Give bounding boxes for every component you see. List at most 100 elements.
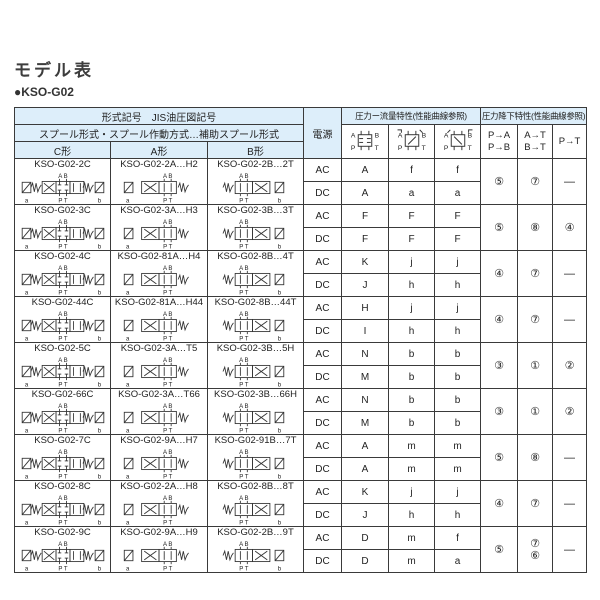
svg-text:B: B bbox=[467, 132, 472, 139]
model-cell-a: KSO-G02-81A…H44 A B P T a bbox=[110, 296, 208, 343]
model-cell-a: KSO-G02-2A…H2 A B P T a bbox=[110, 158, 208, 205]
svg-text:b: b bbox=[97, 198, 101, 204]
model-cell-b: KSO-G02-8B…4T A B P T b bbox=[207, 250, 304, 297]
flow-curve-dc-2: a bbox=[388, 181, 435, 205]
drop-curve-pa-pb: ④ bbox=[480, 480, 519, 527]
valve-symbol-a-icon: A B P T a bbox=[112, 263, 207, 296]
model-number-c: KSO-G02-2C bbox=[34, 159, 91, 171]
valve-symbol-b-icon: A B P T b bbox=[209, 217, 303, 250]
model-number-b: KSO-G02-91B…7T bbox=[214, 435, 297, 447]
flow-curve-ac-3: b bbox=[433, 388, 482, 412]
model-cell-a: KSO-G02-3A…T5 A B P T a bbox=[110, 342, 208, 389]
header-drop-at-bt: A→T B→T bbox=[517, 124, 554, 159]
svg-text:P T: P T bbox=[239, 244, 249, 250]
flow-curve-dc-2: h bbox=[388, 503, 435, 527]
svg-text:P T: P T bbox=[163, 336, 173, 342]
svg-text:A B: A B bbox=[239, 266, 248, 272]
model-cell-a: KSO-G02-9A…H7 A B P T a bbox=[110, 434, 208, 481]
flow-curve-dc-3: h bbox=[433, 319, 482, 343]
model-number-c: KSO-G02-8C bbox=[34, 481, 91, 493]
valve-symbol-a-icon: A B P T a bbox=[112, 171, 207, 204]
catalog-page: モデル表 ●KSO-G02 形式記号 JIS油圧図記号 電源 圧力ー流量特性(性… bbox=[14, 61, 588, 573]
flow-curve-ac-2: m bbox=[388, 434, 435, 458]
model-number-c: KSO-G02-5C bbox=[34, 343, 91, 355]
svg-text:A B: A B bbox=[58, 404, 67, 410]
valve-symbol-a-icon: A B P T a bbox=[112, 309, 207, 342]
model-cell-b: KSO-G02-3B…3T A B P T b bbox=[207, 204, 304, 251]
model-cell-a: KSO-G02-9A…H9 A B P T a bbox=[110, 526, 208, 573]
drop-curve-at-bt: ⑧ bbox=[517, 434, 554, 481]
valve-symbol-b-icon: A B P T b bbox=[209, 401, 303, 434]
model-number-c: KSO-G02-3C bbox=[34, 205, 91, 217]
model-row: KSO-G02-44C A B P T a b KSO-G02-81A…H44 A B… bbox=[14, 296, 588, 343]
flow-curve-dc-2: h bbox=[388, 273, 435, 297]
svg-text:P T: P T bbox=[239, 336, 249, 342]
valve-symbol-a-icon: A B P T a bbox=[112, 355, 207, 388]
model-number-a: KSO-G02-2A…H2 bbox=[120, 159, 198, 171]
flow-curve-ac-2: m bbox=[388, 526, 435, 550]
model-cell-c: KSO-G02-5C A B P T a b bbox=[14, 342, 111, 389]
drop-curve-pt: ② bbox=[552, 388, 588, 435]
svg-text:a: a bbox=[24, 336, 28, 342]
svg-text:b: b bbox=[97, 244, 101, 250]
svg-text:P T: P T bbox=[58, 198, 68, 204]
svg-text:b: b bbox=[277, 428, 281, 434]
svg-text:A B: A B bbox=[239, 542, 248, 548]
svg-text:A B: A B bbox=[58, 450, 67, 456]
valve-symbol-c-icon: A B P T a b bbox=[16, 401, 110, 434]
power-dc-label: DC bbox=[303, 549, 342, 573]
svg-text:A B: A B bbox=[239, 312, 248, 318]
model-cell-a: KSO-G02-81A…H4 A B P T a bbox=[110, 250, 208, 297]
svg-text:a: a bbox=[126, 520, 130, 526]
model-row-dc: DC A m m bbox=[15, 457, 587, 481]
model-cell-c: KSO-G02-44C A B P T a b bbox=[14, 296, 111, 343]
drop-curve-at-bt: ① bbox=[517, 342, 554, 389]
flow-curve-dc-3: F bbox=[433, 227, 482, 251]
power-dc-label: DC bbox=[303, 319, 342, 343]
model-row: KSO-G02-7C A B P T a b KSO-G02-9A…H7 A B P T… bbox=[14, 434, 588, 481]
power-dc-label: DC bbox=[303, 227, 342, 251]
power-dc-label: DC bbox=[303, 411, 342, 435]
valve-symbol-c-icon: A B P T a b bbox=[16, 263, 110, 296]
valve-symbol-c-icon: A B P T a b bbox=[16, 447, 110, 480]
model-cell-b: KSO-G02-2B…9T A B P T b bbox=[207, 526, 304, 573]
model-number-b: KSO-G02-2B…9T bbox=[217, 527, 294, 539]
drop-curve-pa-pb: ④ bbox=[480, 296, 519, 343]
model-number-b: KSO-G02-3B…66H bbox=[214, 389, 297, 401]
header-pressure-drop: 圧力降下特性(性能曲線参照) bbox=[480, 107, 588, 125]
drop-curve-pa-pb: ④ bbox=[480, 250, 519, 297]
valve-symbol-c-icon: A B P T a b bbox=[16, 171, 110, 204]
model-number-b: KSO-G02-2B…2T bbox=[217, 159, 294, 171]
svg-text:P T: P T bbox=[239, 198, 249, 204]
valve-symbol-b-icon: A B P T b bbox=[209, 447, 303, 480]
svg-text:P T: P T bbox=[163, 520, 173, 526]
model-number-c: KSO-G02-66C bbox=[31, 389, 94, 401]
flow-curve-ac-1: K bbox=[341, 480, 389, 504]
svg-text:A: A bbox=[351, 132, 356, 139]
header-drop-pt: P→T bbox=[552, 124, 588, 159]
svg-text:B: B bbox=[375, 132, 380, 139]
svg-text:P T: P T bbox=[58, 474, 68, 480]
model-cell-b: KSO-G02-2B…2T A B P T b bbox=[207, 158, 304, 205]
flow-symbol-center-icon: A B P T bbox=[341, 124, 389, 159]
svg-text:P T: P T bbox=[58, 428, 68, 434]
drop-curve-pt: — bbox=[552, 250, 588, 297]
flow-curve-dc-3: a bbox=[433, 181, 482, 205]
drop-curve-pa-pb: ⑤ bbox=[480, 158, 519, 205]
svg-text:b: b bbox=[277, 198, 281, 204]
svg-text:a: a bbox=[24, 520, 28, 526]
svg-text:P T: P T bbox=[163, 566, 173, 572]
flow-curve-ac-1: N bbox=[341, 342, 389, 366]
svg-text:A B: A B bbox=[163, 450, 172, 456]
svg-text:A B: A B bbox=[58, 174, 67, 180]
flow-curve-ac-2: j bbox=[388, 250, 435, 274]
flow-curve-dc-1: J bbox=[341, 503, 389, 527]
model-row: KSO-G02-2C A B P T a b KSO-G02-2A…H2 A B P T… bbox=[14, 158, 588, 205]
svg-text:P T: P T bbox=[163, 244, 173, 250]
power-ac-label: AC bbox=[303, 434, 342, 458]
svg-text:a: a bbox=[126, 474, 130, 480]
power-dc-label: DC bbox=[303, 365, 342, 389]
flow-curve-dc-1: I bbox=[341, 319, 389, 343]
svg-text:A B: A B bbox=[163, 542, 172, 548]
flow-curve-dc-1: M bbox=[341, 411, 389, 435]
